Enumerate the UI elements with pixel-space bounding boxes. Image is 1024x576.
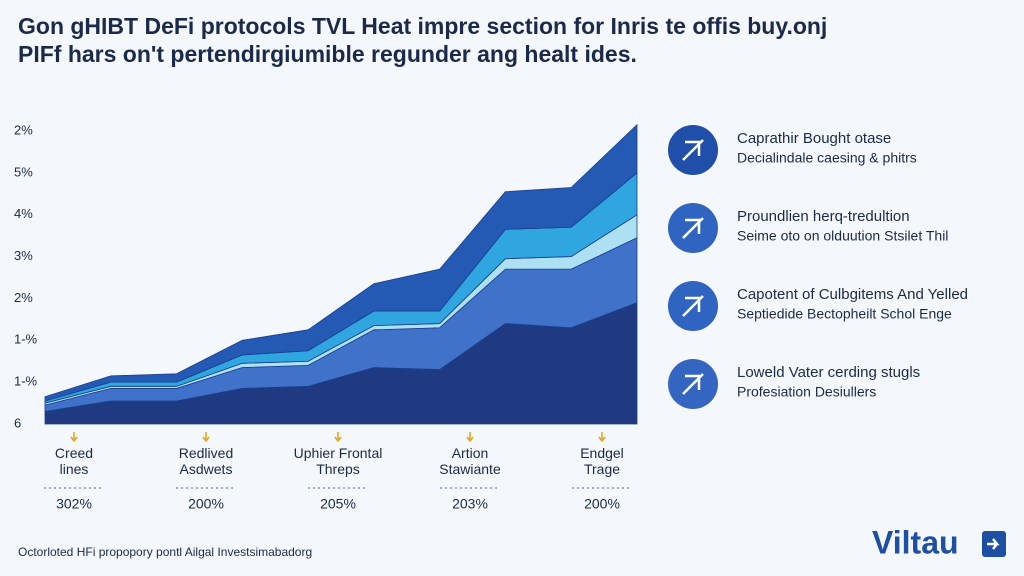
category-note: 200% — [584, 496, 620, 512]
legend-title: Capotent of Culbgitems And Yelled — [737, 286, 968, 303]
logo-arrow — [987, 538, 1000, 550]
legend-icon-glyph — [682, 295, 704, 317]
category-pointer — [334, 432, 342, 443]
legend-title: Loweld Vater cerding stugls — [737, 364, 920, 381]
category-note: 302% — [56, 496, 92, 512]
category-pointer — [466, 432, 474, 443]
chart-subtitle: PIFf hars on't pertendirgiumible regunde… — [18, 41, 637, 67]
footer: Octorloted HFi propopory pontl Ailgal In… — [18, 545, 312, 559]
category-label: Uphier Frontal Threps — [294, 445, 383, 477]
area-layer — [44, 123, 638, 402]
category-label: Endgel Trage — [580, 445, 624, 477]
y-tick-label: 5% — [14, 164, 33, 179]
y-tick-label: 3% — [14, 248, 33, 263]
legend-text: Septiedide Bectopheilt Schol Enge — [737, 306, 952, 322]
category-pointer — [70, 432, 78, 443]
y-tick-label: 2% — [14, 290, 33, 305]
y-tick-label: 2% — [14, 122, 33, 137]
category-pointer — [598, 432, 606, 443]
y-tick-label: 4% — [14, 206, 33, 221]
category-label: Redlived Asdwets — [179, 445, 233, 477]
chart-title: Gon gHIBT DeFi protocols TVL Heat impre … — [18, 13, 827, 39]
y-tick-label: 1-% — [14, 332, 38, 347]
logo: Viltau — [872, 524, 959, 560]
category-note: 205% — [320, 496, 356, 512]
category-note: 200% — [188, 496, 224, 512]
legend-text: Decialindale caesing & phitrs — [737, 150, 917, 166]
legend-text: Profesiation Desiullers — [737, 384, 876, 400]
y-tick-label: 6 — [14, 415, 21, 430]
legend-icon-glyph — [682, 217, 704, 239]
category-note: 203% — [452, 496, 488, 512]
y-tick-label: 1-% — [14, 374, 38, 389]
legend-title: Proundlien herq-tredultion — [737, 208, 910, 225]
category-label: Creed lines — [55, 445, 93, 477]
legend-text: Seime oto on olduution Stsilet Thil — [737, 228, 948, 244]
category-label: Artion Stawiante — [439, 445, 501, 477]
legend-title: Caprathir Bought otase — [737, 130, 891, 147]
legend-icon-glyph — [682, 139, 704, 161]
legend-icon-glyph — [682, 373, 704, 395]
category-pointer — [202, 432, 210, 443]
